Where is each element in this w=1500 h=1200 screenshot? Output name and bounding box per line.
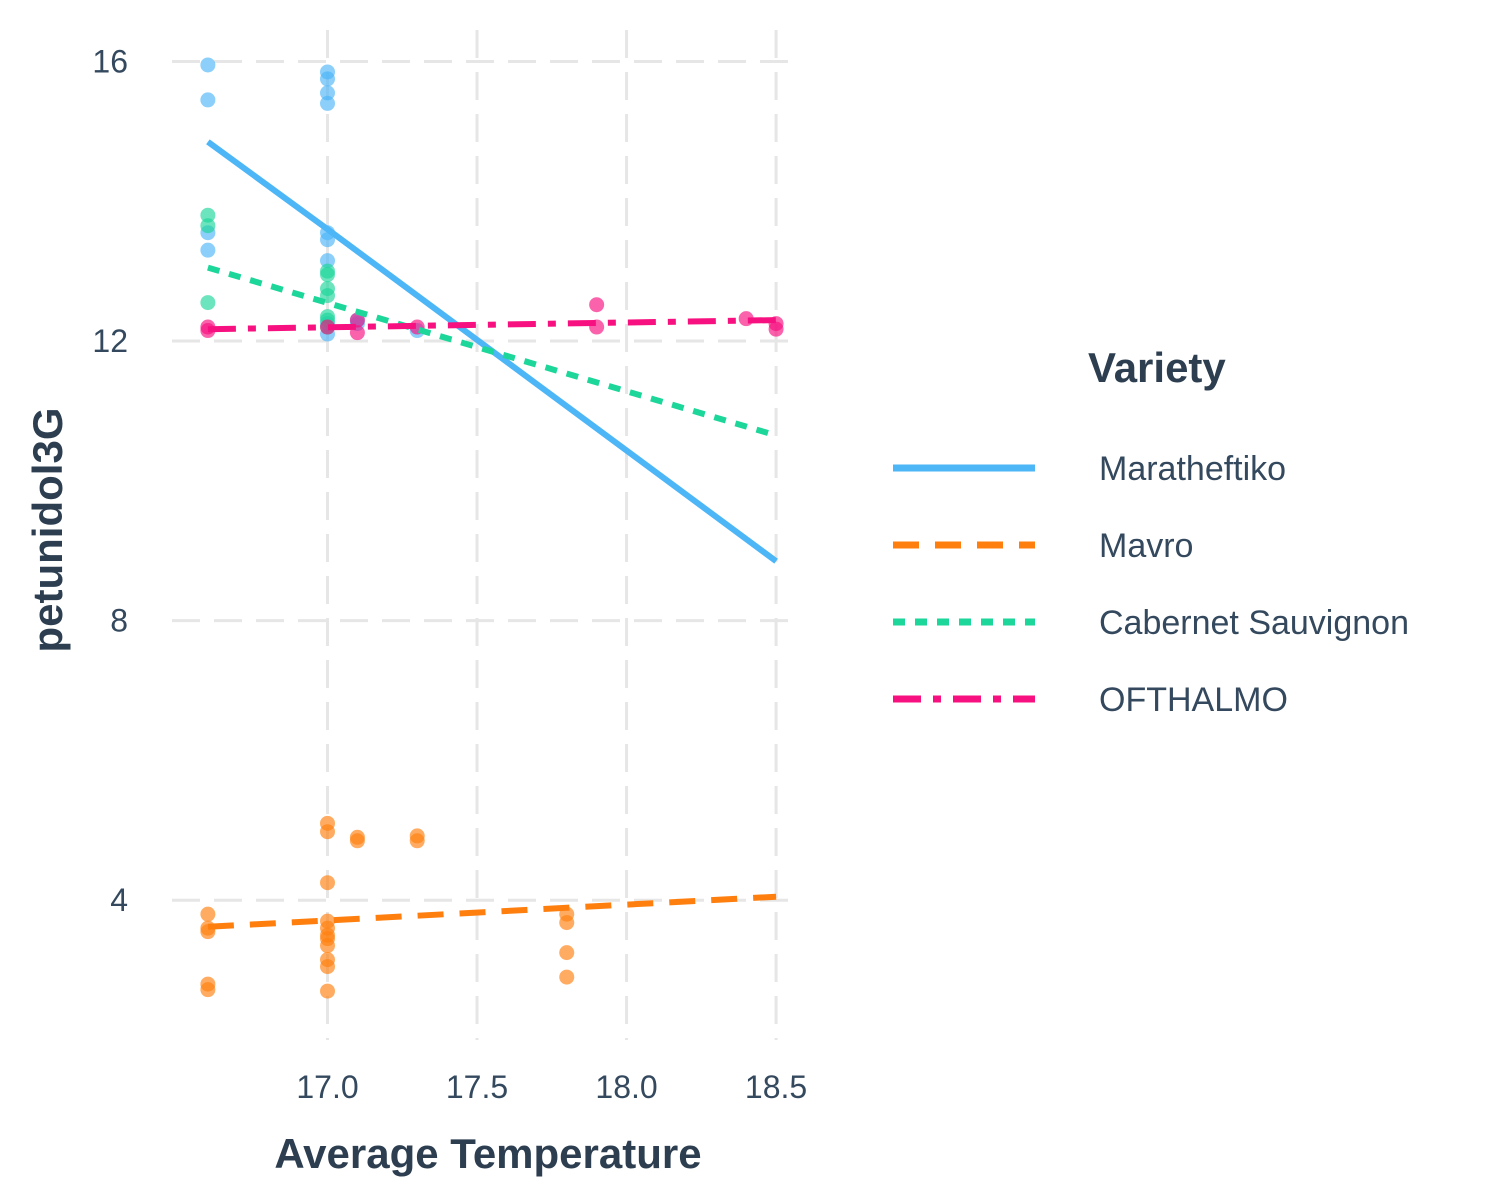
data-point [200,92,216,108]
data-point [200,242,216,258]
y-tick-label: 12 [92,323,128,359]
x-axis-title: Average Temperature [274,1130,701,1177]
legend: Variety Maratheftiko Mavro Cabernet Sauvig… [893,344,1409,719]
fit-line [207,264,777,439]
data-point [320,95,336,111]
data-point [200,57,216,73]
legend-item: Cabernet Sauvignon [893,604,1409,642]
data-point [349,833,365,849]
legend-label: OFTHALMO [1099,681,1288,719]
x-tick-label: 17.0 [296,1069,358,1105]
grid [172,30,800,1040]
data-point [559,945,575,961]
data-point [320,267,336,283]
data-point [320,824,336,840]
data-point [349,312,365,328]
data-point [320,959,336,975]
x-tick-label: 18.0 [595,1069,657,1105]
data-point [320,232,336,248]
data-point [320,85,336,101]
legend-item: Mavro [893,527,1193,565]
x-tick-label: 17.5 [446,1069,508,1105]
data-point [320,319,336,335]
legend-label: Mavro [1099,527,1193,565]
data-point [320,71,336,87]
data-point [559,915,575,931]
x-tick-label: 18.5 [745,1069,807,1105]
data-point [768,321,784,337]
data-point [200,218,216,234]
fit-line [207,893,777,930]
data-point [320,938,336,954]
data-point [320,983,336,999]
y-tick-label: 4 [110,882,128,918]
legend-title: Variety [1088,344,1226,391]
legend-label: Maratheftiko [1099,450,1286,488]
data-point [200,207,216,223]
legend-item: OFTHALMO [893,681,1288,719]
legend-item: Maratheftiko [893,450,1286,488]
y-axis-title: petunidol3G [24,408,71,653]
fit-line [207,317,777,333]
data-point [559,969,575,985]
data-point [200,295,216,311]
data-point [320,875,336,891]
legend-label: Cabernet Sauvignon [1099,604,1409,642]
fit-line [206,139,778,564]
axes: 17.0 17.5 18.0 18.5 4 8 12 16 [92,43,807,1105]
data-point [409,833,425,849]
data-point [200,982,216,998]
data-point [589,297,605,313]
data-point [320,253,336,269]
legend-items: Maratheftiko Mavro Cabernet Sauvignon OFTHA… [893,450,1409,719]
y-tick-label: 16 [92,43,128,79]
y-tick-label: 8 [110,603,128,639]
fit-lines [206,139,778,930]
data-point [200,906,216,922]
